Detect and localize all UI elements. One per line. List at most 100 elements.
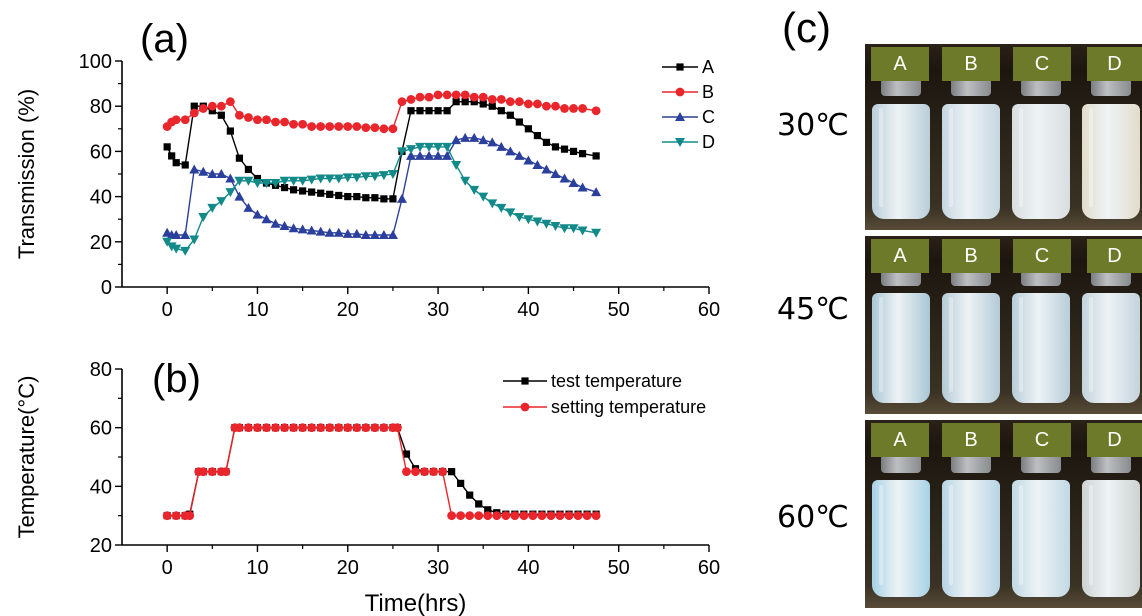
data-point <box>207 169 218 178</box>
data-point <box>280 423 289 433</box>
data-point <box>325 423 335 433</box>
data-point <box>243 202 254 212</box>
data-point <box>568 224 579 234</box>
data-point <box>591 187 602 197</box>
data-point <box>524 125 532 133</box>
data-point <box>333 227 344 237</box>
data-point <box>225 173 236 183</box>
data-point <box>442 150 453 160</box>
data-point <box>447 511 457 521</box>
x-tick-label: 30 <box>427 299 449 321</box>
data-point <box>162 237 173 247</box>
data-point <box>592 152 600 160</box>
data-point <box>189 108 199 118</box>
data-point <box>168 152 176 160</box>
data-point <box>261 179 272 189</box>
data-point <box>333 174 344 184</box>
data-point <box>424 142 435 152</box>
data-point <box>569 104 578 113</box>
data-point <box>420 467 429 477</box>
x-tick-label: 60 <box>698 299 720 321</box>
data-point <box>433 90 443 100</box>
data-point <box>378 171 389 181</box>
data-point <box>379 423 389 433</box>
x-tick-label: 10 <box>246 299 268 321</box>
data-point <box>510 511 520 521</box>
y-tick-label: 0 <box>101 277 112 299</box>
data-point <box>469 132 480 142</box>
data-point <box>217 111 225 119</box>
data-point <box>288 176 299 186</box>
data-point <box>559 173 570 183</box>
data-point <box>591 511 601 521</box>
data-point <box>442 90 452 100</box>
data-point <box>568 178 579 188</box>
data-point <box>171 244 182 254</box>
y-tick-label: 40 <box>90 187 112 209</box>
data-point <box>198 166 209 176</box>
x-tick-label: 60 <box>698 557 720 579</box>
data-point <box>388 124 398 134</box>
data-point <box>316 423 326 433</box>
data-point <box>307 122 317 131</box>
data-point <box>416 107 424 115</box>
data-point <box>564 511 574 521</box>
data-point <box>207 101 217 111</box>
data-point <box>533 99 542 109</box>
data-point <box>343 122 353 131</box>
data-point <box>407 107 415 115</box>
y-tick-label: 40 <box>90 476 112 498</box>
data-point <box>253 174 262 183</box>
data-point <box>496 141 507 151</box>
data-point <box>308 188 316 196</box>
data-point <box>298 423 308 433</box>
legend-marker <box>675 112 685 121</box>
data-point <box>433 142 444 152</box>
data-point <box>469 92 479 102</box>
data-point <box>297 224 308 234</box>
y-axis-label: Temperature(°C) <box>14 376 39 539</box>
data-point <box>253 115 262 125</box>
data-point <box>541 164 552 174</box>
data-point <box>325 122 335 131</box>
sample-tag: A <box>871 239 929 273</box>
data-point <box>451 135 462 145</box>
data-point <box>533 131 542 140</box>
data-point <box>362 194 370 202</box>
data-point <box>550 221 561 231</box>
data-point <box>506 111 514 119</box>
data-point <box>497 107 505 115</box>
data-point <box>537 511 547 521</box>
sample-tag: D <box>1087 239 1142 273</box>
data-point <box>180 230 191 240</box>
data-point <box>415 92 425 102</box>
data-point <box>448 468 456 476</box>
y-tick-label: 60 <box>90 418 112 440</box>
data-point <box>243 176 254 186</box>
data-point <box>479 100 487 108</box>
data-point <box>262 423 271 433</box>
data-point <box>460 176 471 186</box>
data-point <box>443 107 451 115</box>
data-point <box>551 143 560 151</box>
data-point <box>353 193 361 201</box>
data-point <box>501 511 511 521</box>
y-axis-label: Transmission (%) <box>14 89 39 259</box>
data-point <box>279 220 290 230</box>
data-point <box>424 150 435 160</box>
data-point <box>244 165 253 174</box>
y-tick-label: 20 <box>90 232 112 254</box>
legend-marker <box>676 63 684 71</box>
data-point <box>487 199 498 209</box>
data-point <box>180 246 191 256</box>
data-point <box>324 174 335 184</box>
data-point <box>442 142 453 152</box>
data-point <box>289 119 298 129</box>
legend-label: setting temperature <box>551 397 706 417</box>
data-point <box>280 183 289 192</box>
data-point <box>207 203 218 213</box>
y-tick-label: 80 <box>90 96 112 118</box>
